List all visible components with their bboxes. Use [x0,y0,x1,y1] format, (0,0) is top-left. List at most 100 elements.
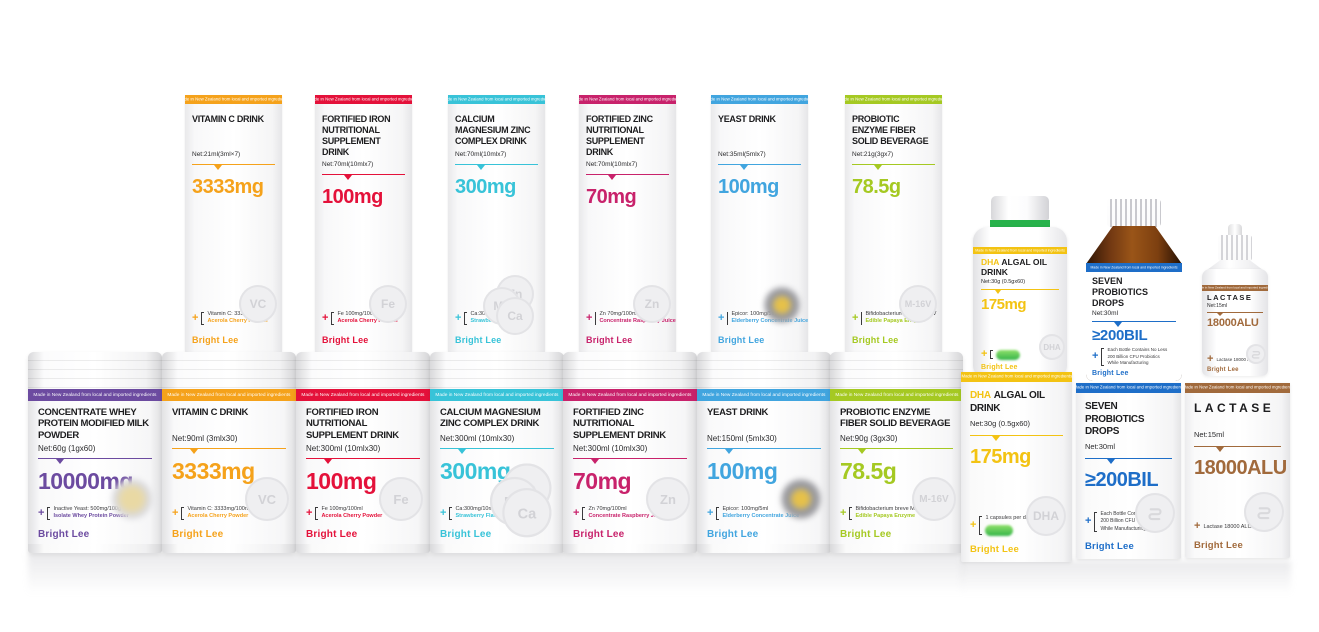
note-bottom: Acerola Cherry Powder [337,318,399,325]
divider-arrow-icon [740,165,748,170]
ingredient-note: + Bifidobacterium breve M-16V Edible Pap… [840,506,953,521]
origin-strip: Made in New Zealand from local and impor… [430,389,564,401]
divider-arrow-icon [995,290,1001,295]
product-title: SEVEN PROBIOTICS DROPS [1085,401,1145,437]
dose-value: 70mg [586,185,637,208]
plus-icon: + [192,311,199,324]
watermark-fe: Fe [379,477,423,521]
net-content: Net:70ml(10mlx7) [322,160,374,168]
label: FORTIFIED ZINC NUTRITIONAL SUPPLEMENT DR… [563,401,697,544]
brand-logo: Bright Lee [1207,367,1239,373]
label: DHA ALGAL OIL DRINK Net:30g (0.5gx60) 175… [961,382,1072,562]
net-content: Net:300ml (10mlx30) [306,444,381,454]
note-lines: Bifidobacterium breve M-16V Edible Papay… [855,506,926,521]
origin-strip: Made in New Zealand from local and impor… [28,389,162,401]
plus-icon: + [455,311,462,324]
divider [573,458,687,465]
dose-value: 78.5g [840,458,897,484]
origin-strip-text: Made in New Zealand from local and impor… [568,392,692,398]
blurred-badge-watermark [112,479,152,519]
origin-strip-text: Made in New Zealand from local and impor… [845,97,942,102]
plus-icon: + [852,311,859,324]
note-line: While Manufacturing [1107,360,1149,366]
bracket-icon [201,311,205,325]
note-bottom: Edible Papaya Enzyme [855,513,916,520]
box-probiotic-enzyme-fiber: Made in New Zealand from local and impor… [845,95,942,353]
label: FORTIFIED IRON NUTRITIONAL SUPPLEMENT DR… [296,401,430,544]
jar-base [830,544,963,553]
divider [172,448,286,454]
dose-value: ≥200BIL [1092,327,1148,345]
note-top: Epicor: 100mg/5ml [731,310,778,317]
note-bottom: Concentrate Raspberry Juice [588,513,665,520]
green-capsule-icon [996,349,1021,360]
title-rest: ALGAL OIL DRINK [981,257,1047,278]
origin-strip: Made in New Zealand from local and impor… [563,389,697,401]
watermark-dha: DHA [1039,334,1065,360]
divider [852,164,935,170]
ingredient-note: + Fe 100mg/100ml Acerola Cherry Powder [306,506,420,521]
dose-value: 3333mg [172,458,255,484]
divider-arrow-icon [1114,322,1122,328]
bracket-icon [727,311,729,325]
plus-icon: + [1207,353,1214,365]
origin-strip: Made in New Zealand from local and impor… [830,389,963,401]
label: FORTIFIED IRON NUTRITIONAL SUPPLEMENT DR… [315,104,412,353]
divider-arrow-icon [190,449,198,454]
dose-value: 70mg [573,468,632,495]
green-capsule-icon [985,525,1014,536]
divider-arrow-icon [477,165,485,170]
jar-base [296,544,430,553]
jar-lid [563,352,697,389]
net-content: Net:15ml [1207,303,1228,309]
bracket-icon [315,506,319,520]
title-rest: ALGAL OIL DRINK [970,390,1045,414]
note-bottom: Acerola Cherry Powder [321,513,383,520]
dose-value: 3333mg [192,176,264,198]
dropper-tip [1228,224,1242,236]
bottle-body: Made in New Zealand from local and impor… [1086,263,1182,381]
label: CALCIUM MAGNESIUM ZINC COMPLEX DRINK Net… [430,401,564,544]
plus-icon: + [970,519,977,532]
brand-logo: Bright Lee [306,529,358,540]
brand-logo: Bright Lee [852,335,899,345]
watermark-fe: Fe [369,285,407,323]
product-title: LACTASE [1207,293,1253,302]
cap-band [990,220,1050,227]
note-top: Fe 100mg/100ml [337,310,379,317]
product-title: FORTIFIED IRON NUTRITIONAL SUPPLEMENT DR… [322,114,391,157]
note-lines: Epicor: 100mg/5ml Elderberry Concentrate… [722,506,799,521]
plus-icon: + [707,506,714,519]
product-title: SEVEN PROBIOTICS DROPS [1092,276,1149,308]
dose-value: ≥200BIL [1085,468,1159,491]
brand-logo: Bright Lee [981,364,1018,371]
jar-whey-protein-powder: Made in New Zealand from local and impor… [28,352,162,553]
divider-arrow-icon [458,449,466,454]
dose-value: 18000ALU [1207,317,1259,329]
intestine-icon [1246,344,1266,364]
ingredient-note: + Each Bottle Contains No Less 200 Billi… [1085,511,1172,534]
note-top: Inactive Yeast: 500mg/100g [53,505,122,512]
divider [455,164,538,170]
ingredient-note: + [981,349,1059,360]
bracket-icon [1101,347,1105,366]
note-top: Zn 70mg/100ml [599,310,638,317]
divider [718,164,801,170]
jar-fortified-iron-drink: Made in New Zealand from local and impor… [296,352,430,553]
origin-strip: Made in New Zealand from local and impor… [185,95,282,104]
product-title: LACTASE [1194,401,1275,415]
bracket-icon [716,506,720,520]
note-line: Lactase 18000 ALU/ML [1203,523,1261,530]
note-lines: Each Bottle Contains No Less 200 Billion… [1100,511,1166,534]
bottle-body: Made in New Zealand from local and impor… [1202,269,1268,376]
ingredient-note: + Inactive Yeast: 500mg/100g Isolate Whe… [38,506,152,521]
divider [840,448,953,454]
product-title: PROBIOTIC ENZYME FIBER SOLID BEVERAGE [852,114,929,146]
note-lines: Fe 100mg/100ml Acerola Cherry Powder [321,506,382,521]
plus-icon: + [1085,515,1092,528]
label: PROBIOTIC ENZYME FIBER SOLID BEVERAGE Ne… [830,401,963,544]
note-top: Ca:300mg/10ml [455,505,495,512]
note-lines: 1 capsules per day [985,515,1032,536]
origin-strip: Made in New Zealand from local and impor… [973,247,1067,254]
divider [586,173,669,180]
